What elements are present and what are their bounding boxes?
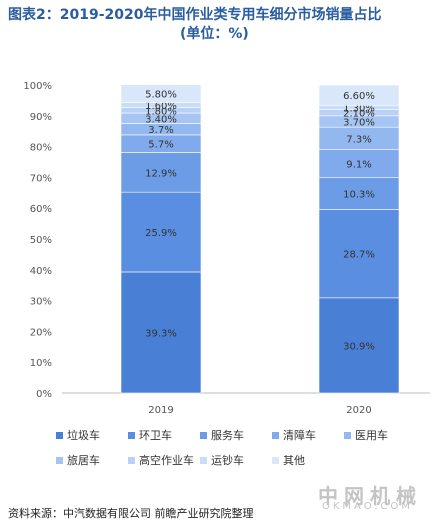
legend-swatch: [128, 431, 135, 439]
legend-label: 清障车: [283, 429, 316, 442]
legend-item: 环卫车: [128, 427, 200, 443]
legend-swatch: [344, 431, 351, 439]
data-label: 12.9%: [145, 168, 177, 179]
data-label: 3.7%: [148, 125, 173, 136]
bar-segment: [318, 149, 400, 179]
data-label: 9.1%: [346, 160, 371, 171]
y-tick-label: 20%: [30, 327, 52, 338]
legend-swatch: [200, 431, 207, 439]
legend-item: 医用车: [344, 427, 416, 443]
chart-legend: 垃圾车 环卫车 服务车 清障车 医用车旅居车 高空作业车 运钞车 其他: [56, 427, 436, 468]
legend-item: 垃圾车: [56, 427, 128, 443]
bar-segment: [318, 209, 400, 299]
data-label: 2.10%: [343, 109, 375, 120]
legend-swatch: [272, 456, 279, 464]
data-label: 39.3%: [145, 328, 177, 339]
data-label: 3.70%: [343, 117, 375, 128]
bar-segment: [120, 152, 202, 193]
legend-swatch: [272, 431, 279, 439]
y-tick-label: 70%: [30, 173, 52, 184]
y-tick-label: 0%: [36, 389, 52, 400]
x-tick-label: 2019: [148, 405, 173, 416]
watermark-domain-text: OKMAO.COM: [322, 501, 413, 512]
legend-label: 医用车: [355, 429, 388, 442]
legend-item: 旅居车: [56, 452, 128, 468]
bar-segment: [318, 84, 400, 106]
y-tick-label: 10%: [30, 358, 52, 369]
legend-label: 旅居车: [67, 454, 100, 467]
y-tick-label: 50%: [30, 235, 52, 246]
data-label: 28.7%: [343, 250, 375, 261]
data-label: 5.80%: [145, 90, 177, 101]
bar-segment: [318, 177, 400, 210]
watermark-logo-text: 中网机械: [318, 484, 422, 508]
bar-segment: [120, 271, 202, 394]
legend-label: 垃圾车: [67, 429, 100, 442]
legend-label: 环卫车: [139, 429, 172, 442]
data-label: 1.80%: [145, 106, 177, 117]
bar-segment: [318, 297, 400, 394]
data-label: 1.30%: [343, 103, 375, 114]
bar-segment: [120, 84, 202, 103]
legend-swatch: [56, 431, 63, 439]
data-label: 1.60%: [145, 101, 177, 112]
chart-title: 图表2：2019-2020年中国作业类专用车细分市场销量占比 (单位：%): [8, 6, 438, 44]
legend-label: 运钞车: [211, 454, 244, 467]
data-label: 6.60%: [343, 91, 375, 102]
data-label: 5.7%: [148, 140, 173, 151]
y-tick-label: 40%: [30, 266, 52, 277]
data-label: 10.3%: [343, 190, 375, 201]
chart-title-unit: (单位：%): [180, 26, 249, 42]
chart-title-line1: 图表2：2019-2020年中国作业类专用车细分市场销量占比: [8, 7, 382, 23]
data-label: 3.40%: [145, 114, 177, 125]
y-tick-label: 100%: [23, 81, 52, 92]
data-label: 7.3%: [346, 134, 371, 145]
legend-item: 运钞车: [200, 452, 272, 468]
legend-label: 其他: [283, 454, 305, 467]
source-note: 资料来源：中汽数据有限公司 前瞻产业研究院整理: [8, 507, 254, 520]
legend-label: 服务车: [211, 429, 244, 442]
legend-label: 高空作业车: [139, 454, 194, 467]
y-tick-label: 90%: [30, 112, 52, 123]
bar-segment: [120, 191, 202, 273]
data-label: 25.9%: [145, 228, 177, 239]
legend-swatch: [56, 456, 63, 464]
legend-item: 高空作业车: [128, 452, 200, 468]
data-label: 30.9%: [343, 341, 375, 352]
y-tick-label: 60%: [30, 204, 52, 215]
legend-item: 清障车: [272, 427, 344, 443]
y-tick-label: 80%: [30, 143, 52, 154]
legend-item: 其他: [272, 452, 344, 468]
legend-swatch: [128, 456, 135, 464]
legend-item: 服务车: [200, 427, 272, 443]
x-tick-label: 2020: [346, 405, 371, 416]
legend-swatch: [200, 456, 207, 464]
y-tick-label: 30%: [30, 297, 52, 308]
